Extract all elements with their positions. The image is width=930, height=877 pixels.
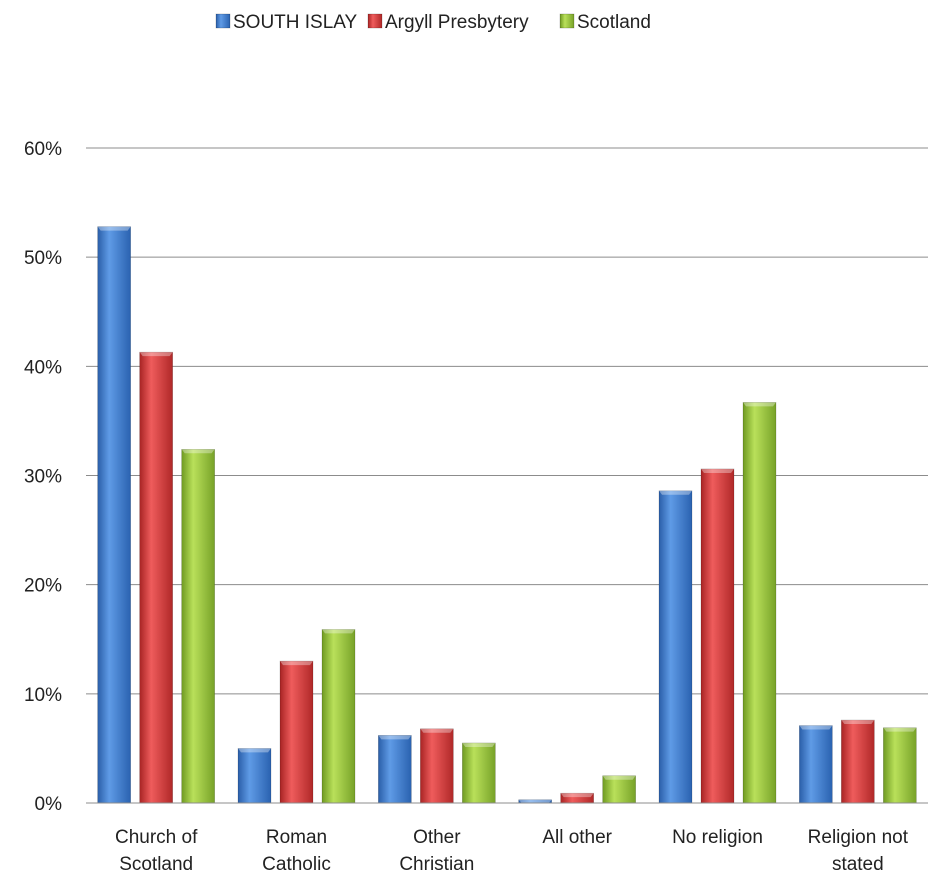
- y-tick-label: 20%: [24, 576, 62, 597]
- category-label: All other: [542, 827, 612, 848]
- bar: [700, 468, 735, 804]
- category-label: Roman Catholic: [262, 827, 331, 875]
- category-label: No religion: [672, 827, 763, 848]
- bar: [321, 629, 356, 804]
- legend: SOUTH ISLAY Argyll Presbytery Scotland: [215, 12, 651, 33]
- bar: [181, 448, 215, 804]
- bar: [462, 742, 496, 804]
- bar: [237, 748, 272, 804]
- bar: [883, 727, 917, 804]
- y-tick-label: 50%: [24, 248, 62, 269]
- legend-label: Argyll Presbytery: [385, 12, 529, 33]
- bar: [799, 725, 833, 804]
- y-tick-label: 0%: [35, 794, 63, 815]
- bar: [742, 402, 777, 804]
- legend-label: SOUTH ISLAY: [233, 12, 358, 33]
- bar: [560, 792, 594, 804]
- x-axis: Church of Scotland Roman Catholic Other Chris…: [86, 802, 928, 875]
- bar: [420, 728, 454, 804]
- bar: [602, 775, 636, 804]
- bar: [279, 660, 314, 804]
- legend-swatch: [215, 13, 231, 29]
- legend-label: Scotland: [577, 12, 651, 33]
- legend-item: Scotland: [559, 12, 651, 33]
- bar: [378, 735, 412, 804]
- y-axis: 0% 10% 20% 30% 40% 50% 60%: [24, 139, 62, 815]
- y-tick-label: 40%: [24, 357, 62, 378]
- y-tick-label: 10%: [24, 685, 62, 706]
- bar: [97, 226, 131, 804]
- legend-swatch: [367, 13, 383, 29]
- legend-item: SOUTH ISLAY: [215, 12, 358, 33]
- y-tick-label: 60%: [24, 139, 62, 160]
- category-label: Other Christian: [399, 827, 474, 875]
- legend-swatch: [559, 13, 575, 29]
- gridlines: [86, 147, 928, 804]
- category-label: Church of Scotland: [115, 827, 198, 875]
- bars: [97, 226, 917, 804]
- category-label: Religion not stated: [808, 827, 909, 875]
- bar: [841, 719, 875, 804]
- bar: [658, 490, 693, 804]
- legend-item: Argyll Presbytery: [367, 12, 529, 33]
- y-tick-label: 30%: [24, 467, 62, 488]
- bar: [139, 351, 173, 804]
